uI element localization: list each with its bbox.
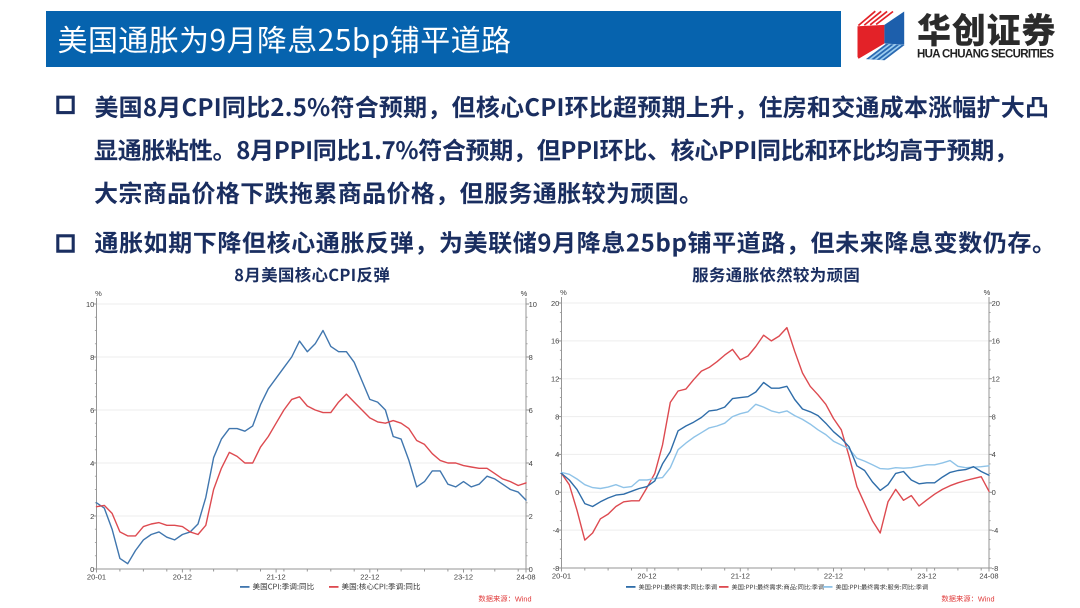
- svg-text:22-12: 22-12: [824, 572, 843, 581]
- svg-text:20-01: 20-01: [552, 572, 571, 581]
- svg-text:4: 4: [555, 450, 559, 459]
- svg-text:0: 0: [992, 488, 996, 497]
- svg-text:20-12: 20-12: [637, 572, 656, 581]
- svg-text:-8: -8: [992, 564, 999, 573]
- svg-text:4: 4: [529, 459, 533, 468]
- svg-text:20: 20: [992, 299, 1000, 308]
- svg-text:21-12: 21-12: [731, 572, 750, 581]
- svg-text:10: 10: [529, 300, 537, 309]
- svg-text:16: 16: [551, 337, 559, 346]
- svg-text:8: 8: [992, 412, 996, 421]
- svg-text:%: %: [521, 289, 528, 298]
- svg-text:Wind: Wind: [978, 594, 995, 603]
- svg-text:0: 0: [529, 565, 533, 574]
- svg-text:2: 2: [529, 512, 533, 521]
- svg-text:8: 8: [90, 353, 94, 362]
- svg-text:-4: -4: [992, 526, 999, 535]
- svg-text:12: 12: [551, 375, 559, 384]
- svg-text:HUA CHUANG SECURITIES: HUA CHUANG SECURITIES: [917, 49, 1054, 61]
- svg-text:%: %: [95, 289, 102, 298]
- svg-text:10: 10: [86, 300, 94, 309]
- svg-text:24-08: 24-08: [979, 572, 998, 581]
- svg-text:22-12: 22-12: [360, 573, 379, 582]
- svg-text:23-12: 23-12: [454, 573, 473, 582]
- svg-text:21-12: 21-12: [267, 573, 286, 582]
- svg-text:4: 4: [992, 450, 996, 459]
- svg-text:24-08: 24-08: [516, 573, 535, 582]
- svg-text:0: 0: [555, 488, 559, 497]
- svg-text:2: 2: [90, 512, 94, 521]
- svg-text:6: 6: [529, 406, 533, 415]
- svg-text:12: 12: [992, 375, 1000, 384]
- svg-text:23-12: 23-12: [917, 572, 936, 581]
- svg-text:Wind: Wind: [515, 594, 532, 603]
- svg-text:-8: -8: [553, 564, 560, 573]
- svg-text:-4: -4: [553, 526, 560, 535]
- svg-text:%: %: [560, 288, 567, 297]
- svg-text:6: 6: [90, 406, 94, 415]
- svg-text:4: 4: [90, 459, 94, 468]
- svg-text:8: 8: [529, 353, 533, 362]
- svg-text:20-12: 20-12: [173, 573, 192, 582]
- svg-text:8: 8: [555, 412, 559, 421]
- svg-text:16: 16: [992, 337, 1000, 346]
- svg-text:%: %: [984, 288, 991, 297]
- svg-text:20-01: 20-01: [87, 573, 106, 582]
- svg-text:20: 20: [551, 299, 559, 308]
- svg-text:0: 0: [90, 565, 94, 574]
